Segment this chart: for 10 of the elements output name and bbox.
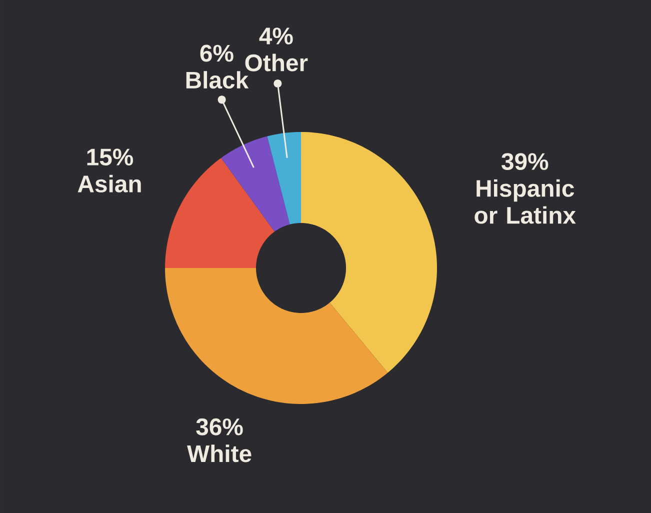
slice-label: Black — [186, 71, 249, 89]
data-label: 6% — [200, 44, 234, 62]
slice-label: Other — [245, 54, 308, 72]
slice-label: White — [187, 444, 252, 462]
data-label: 15% — [87, 148, 134, 166]
slice-label: Asian — [78, 174, 141, 192]
data-label: 36% — [196, 418, 243, 436]
slice-label: Hispanic or Latinx — [474, 179, 576, 224]
data-label: 4% — [259, 28, 293, 44]
data-label: 39% — [502, 153, 548, 170]
